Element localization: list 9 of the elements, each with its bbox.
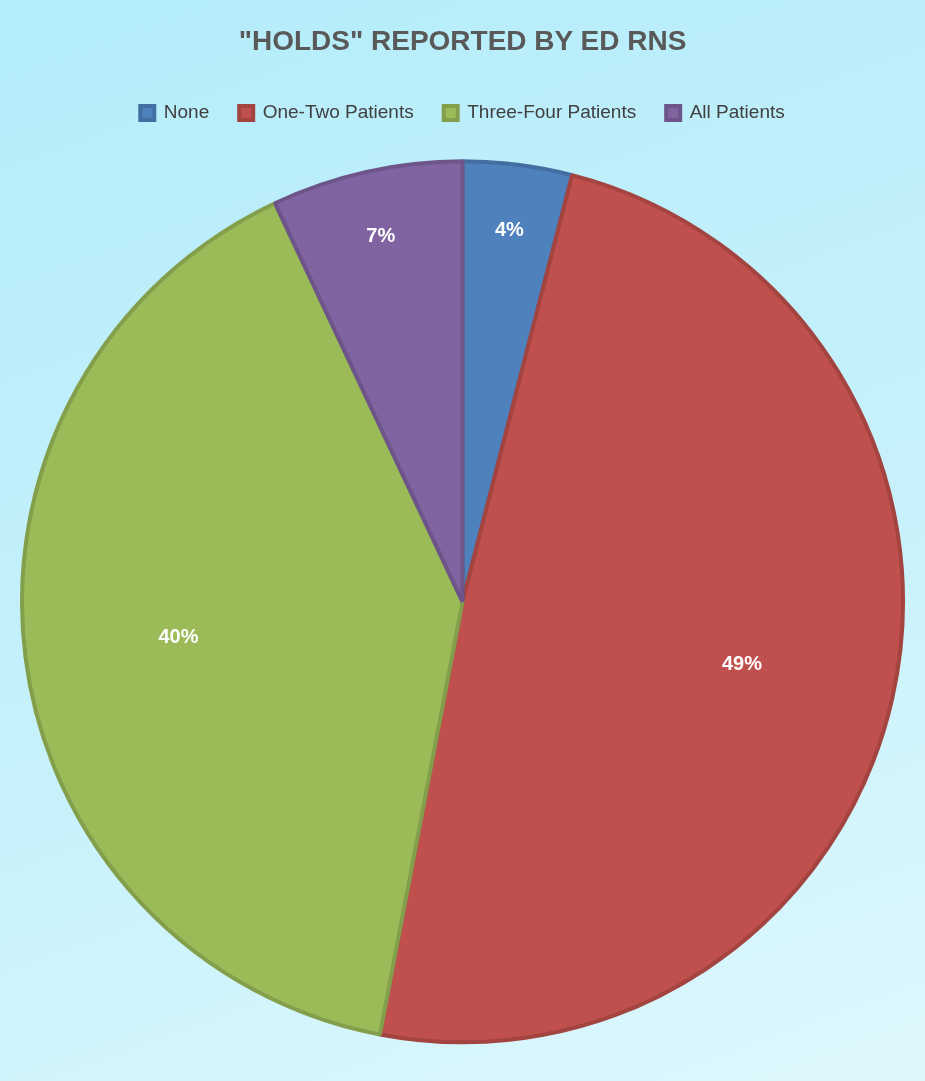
data-label: 40%: [158, 625, 199, 648]
chart-title: "HOLDS" REPORTED BY ED RNS: [238, 24, 687, 56]
data-label: 7%: [366, 223, 396, 246]
data-label: 49%: [721, 651, 763, 674]
legend-label: None: [163, 101, 210, 123]
legend-label: All Patients: [689, 101, 785, 123]
legend-label: One-Two Patients: [262, 101, 414, 123]
legend-label: Three-Four Patients: [467, 101, 637, 123]
data-label: 4%: [494, 217, 525, 240]
